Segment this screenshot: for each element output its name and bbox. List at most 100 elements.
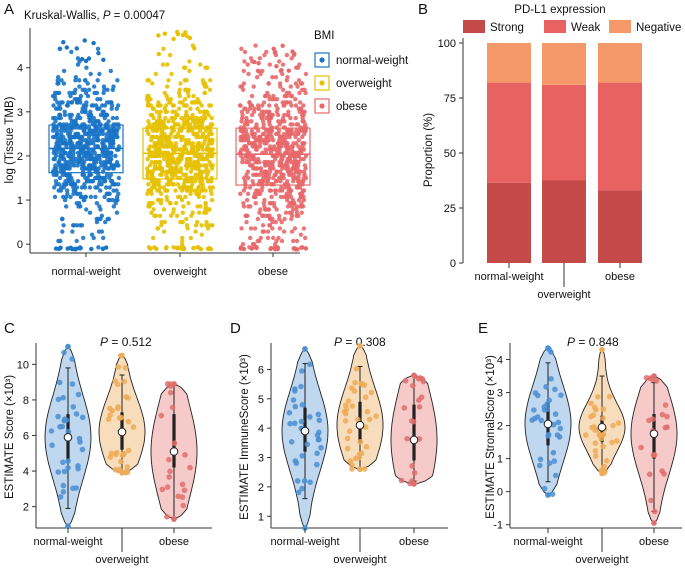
panel-b-x-ticks: normal-weight overweight obese (474, 263, 635, 301)
data-point (181, 204, 186, 209)
data-point (193, 166, 198, 171)
data-point (549, 491, 556, 498)
data-point (77, 84, 82, 89)
data-point (187, 35, 193, 41)
data-point (298, 191, 304, 196)
data-point (184, 147, 189, 152)
data-point (316, 417, 323, 424)
data-point (165, 144, 170, 149)
data-point (301, 478, 308, 484)
box-series-overweight (142, 29, 218, 252)
data-point (106, 119, 111, 124)
data-point (545, 433, 551, 439)
legend-label: Negative (636, 22, 681, 34)
data-point (180, 235, 185, 241)
panel-b-plot-area (487, 43, 642, 263)
data-point (276, 144, 281, 149)
data-point (273, 179, 279, 184)
data-point (65, 465, 71, 471)
data-point (165, 156, 171, 162)
data-point (57, 494, 64, 500)
data-point (173, 188, 178, 193)
data-point (541, 485, 548, 492)
violin-median (543, 419, 553, 429)
data-point (166, 78, 171, 83)
data-point (187, 115, 193, 121)
data-point (593, 453, 599, 459)
data-point (169, 115, 174, 121)
data-point (303, 246, 309, 251)
y-tick-label: 3 (258, 453, 264, 465)
violin-median (409, 435, 419, 445)
data-point (295, 489, 302, 496)
data-point (202, 115, 208, 121)
data-point (197, 210, 202, 215)
data-point (404, 435, 410, 442)
data-point (103, 219, 108, 225)
data-point (152, 213, 157, 218)
data-point (302, 141, 307, 146)
data-point (80, 106, 85, 111)
data-point (267, 103, 272, 108)
data-point (57, 175, 63, 181)
data-point (296, 138, 301, 143)
data-point (95, 97, 100, 102)
data-point (249, 163, 254, 168)
data-point (246, 141, 252, 146)
data-point (154, 160, 159, 165)
data-point (416, 404, 423, 410)
data-point (187, 160, 193, 165)
data-point (103, 245, 109, 250)
data-point (56, 379, 63, 386)
data-point (247, 185, 253, 190)
data-point (259, 115, 264, 121)
data-point (125, 447, 132, 454)
data-point (52, 93, 57, 99)
data-point (243, 185, 248, 190)
data-point (168, 144, 173, 149)
data-point (66, 153, 71, 159)
data-point (638, 444, 644, 451)
y-tick-label: 5 (258, 394, 264, 406)
data-point (299, 245, 304, 250)
data-point (162, 156, 167, 162)
data-point (160, 169, 165, 174)
data-point (164, 103, 169, 108)
data-point (286, 68, 291, 73)
data-point (166, 153, 171, 159)
data-point (82, 38, 87, 43)
data-point (70, 404, 77, 410)
data-point (203, 207, 208, 212)
data-point (77, 141, 83, 146)
data-point (362, 394, 369, 401)
legend-key (544, 20, 566, 33)
data-point (72, 97, 78, 102)
y-tick-label: -1 (493, 520, 503, 532)
data-point (110, 166, 116, 171)
data-point (97, 175, 103, 181)
data-point (285, 204, 291, 209)
data-point (86, 56, 92, 61)
data-point (104, 134, 109, 140)
data-point (296, 213, 301, 218)
data-point (99, 163, 104, 168)
panel-c-letter: C (4, 320, 15, 337)
data-point (659, 411, 666, 418)
data-point (664, 413, 670, 420)
data-point (81, 235, 86, 241)
data-point (263, 93, 268, 99)
data-point (301, 197, 307, 203)
data-point (186, 87, 191, 93)
data-point (266, 163, 272, 168)
data-point (119, 352, 125, 359)
data-point (250, 156, 256, 162)
data-point (273, 156, 278, 162)
legend-key (609, 20, 631, 33)
data-point (195, 115, 200, 121)
data-point (200, 131, 206, 137)
data-point (296, 160, 301, 165)
data-point (202, 90, 208, 96)
data-point (282, 103, 287, 108)
data-point (596, 432, 602, 438)
data-point (294, 175, 299, 181)
